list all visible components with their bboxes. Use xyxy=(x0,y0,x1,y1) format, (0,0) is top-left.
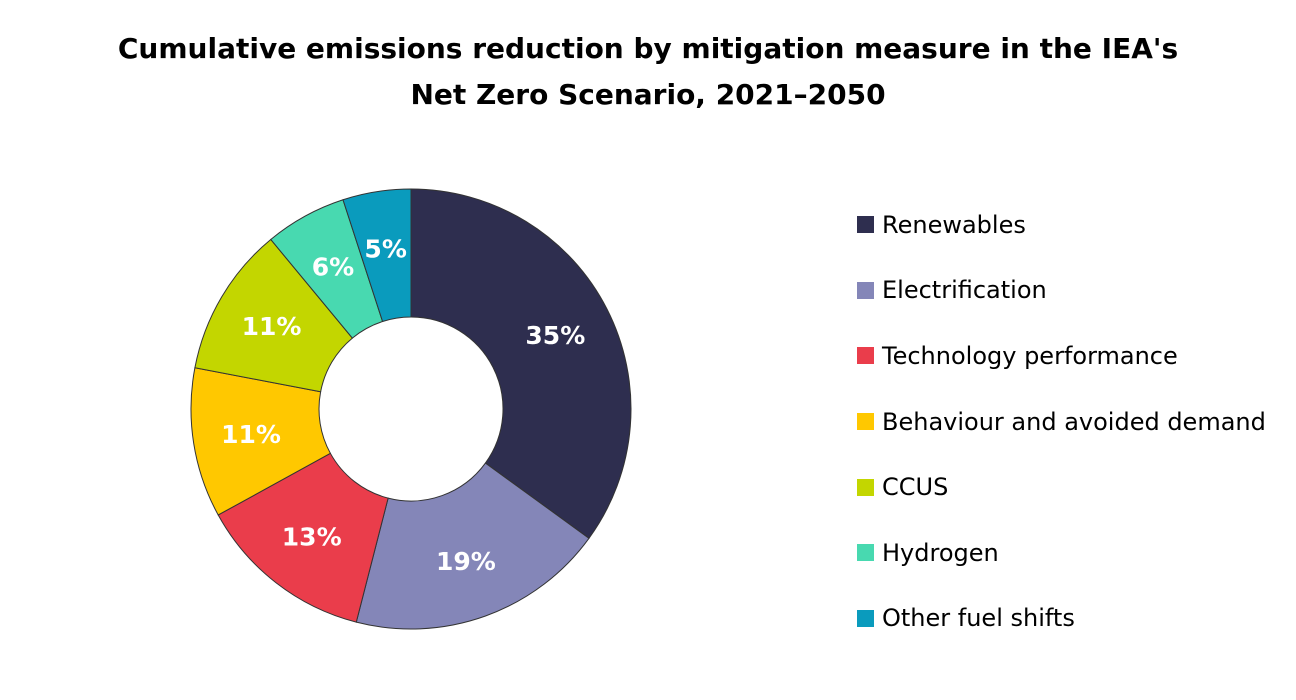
legend-swatch xyxy=(857,609,874,627)
donut-slice-behaviour-and-avoided-demand xyxy=(190,367,332,516)
donut-slice-renewables xyxy=(410,188,632,540)
data-label: 6% xyxy=(312,253,354,282)
legend-label: Electrification xyxy=(882,276,1047,305)
legend-swatch xyxy=(857,544,874,562)
legend-item-electrification: Electrification xyxy=(857,258,1266,324)
data-label: 13% xyxy=(282,523,342,552)
legend-swatch xyxy=(857,216,874,234)
legend: Renewables Electrification Technology pe… xyxy=(857,192,1266,651)
legend-item-technology-performance: Technology performance xyxy=(857,323,1266,389)
donut-chart: 35% 19% 13% 11% 11% 6% 5% xyxy=(190,188,632,630)
legend-label: CCUS xyxy=(882,473,949,502)
legend-label: Hydrogen xyxy=(882,538,999,567)
legend-label: Other fuel shifts xyxy=(882,604,1075,633)
legend-swatch xyxy=(857,281,874,299)
chart-title-line-1: Cumulative emissions reduction by mitiga… xyxy=(117,32,1179,65)
legend-label: Behaviour and avoided demand xyxy=(882,407,1266,436)
legend-item-renewables: Renewables xyxy=(857,192,1266,258)
legend-swatch xyxy=(857,413,874,431)
legend-item-hydrogen: Hydrogen xyxy=(857,520,1266,586)
data-label: 11% xyxy=(242,312,302,341)
donut-slice-ccus xyxy=(194,238,354,393)
legend-item-behaviour: Behaviour and avoided demand xyxy=(857,389,1266,455)
chart-title-line-2: Net Zero Scenario, 2021–2050 xyxy=(410,78,886,111)
chart-title: Cumulative emissions reduction by mitiga… xyxy=(0,26,1296,118)
legend-item-ccus: CCUS xyxy=(857,454,1266,520)
data-label: 19% xyxy=(436,547,496,576)
data-label: 11% xyxy=(221,420,281,449)
legend-swatch xyxy=(857,478,874,496)
donut-slice-other-fuel-shifts xyxy=(342,188,412,323)
data-label: 5% xyxy=(364,234,406,263)
donut-slice-technology-performance xyxy=(217,452,389,623)
legend-item-other-fuel-shifts: Other fuel shifts xyxy=(857,586,1266,652)
legend-label: Renewables xyxy=(882,210,1026,239)
legend-label: Technology performance xyxy=(882,341,1178,370)
legend-swatch xyxy=(857,347,874,365)
donut-slice-electrification xyxy=(355,462,590,630)
data-label: 35% xyxy=(525,321,585,350)
